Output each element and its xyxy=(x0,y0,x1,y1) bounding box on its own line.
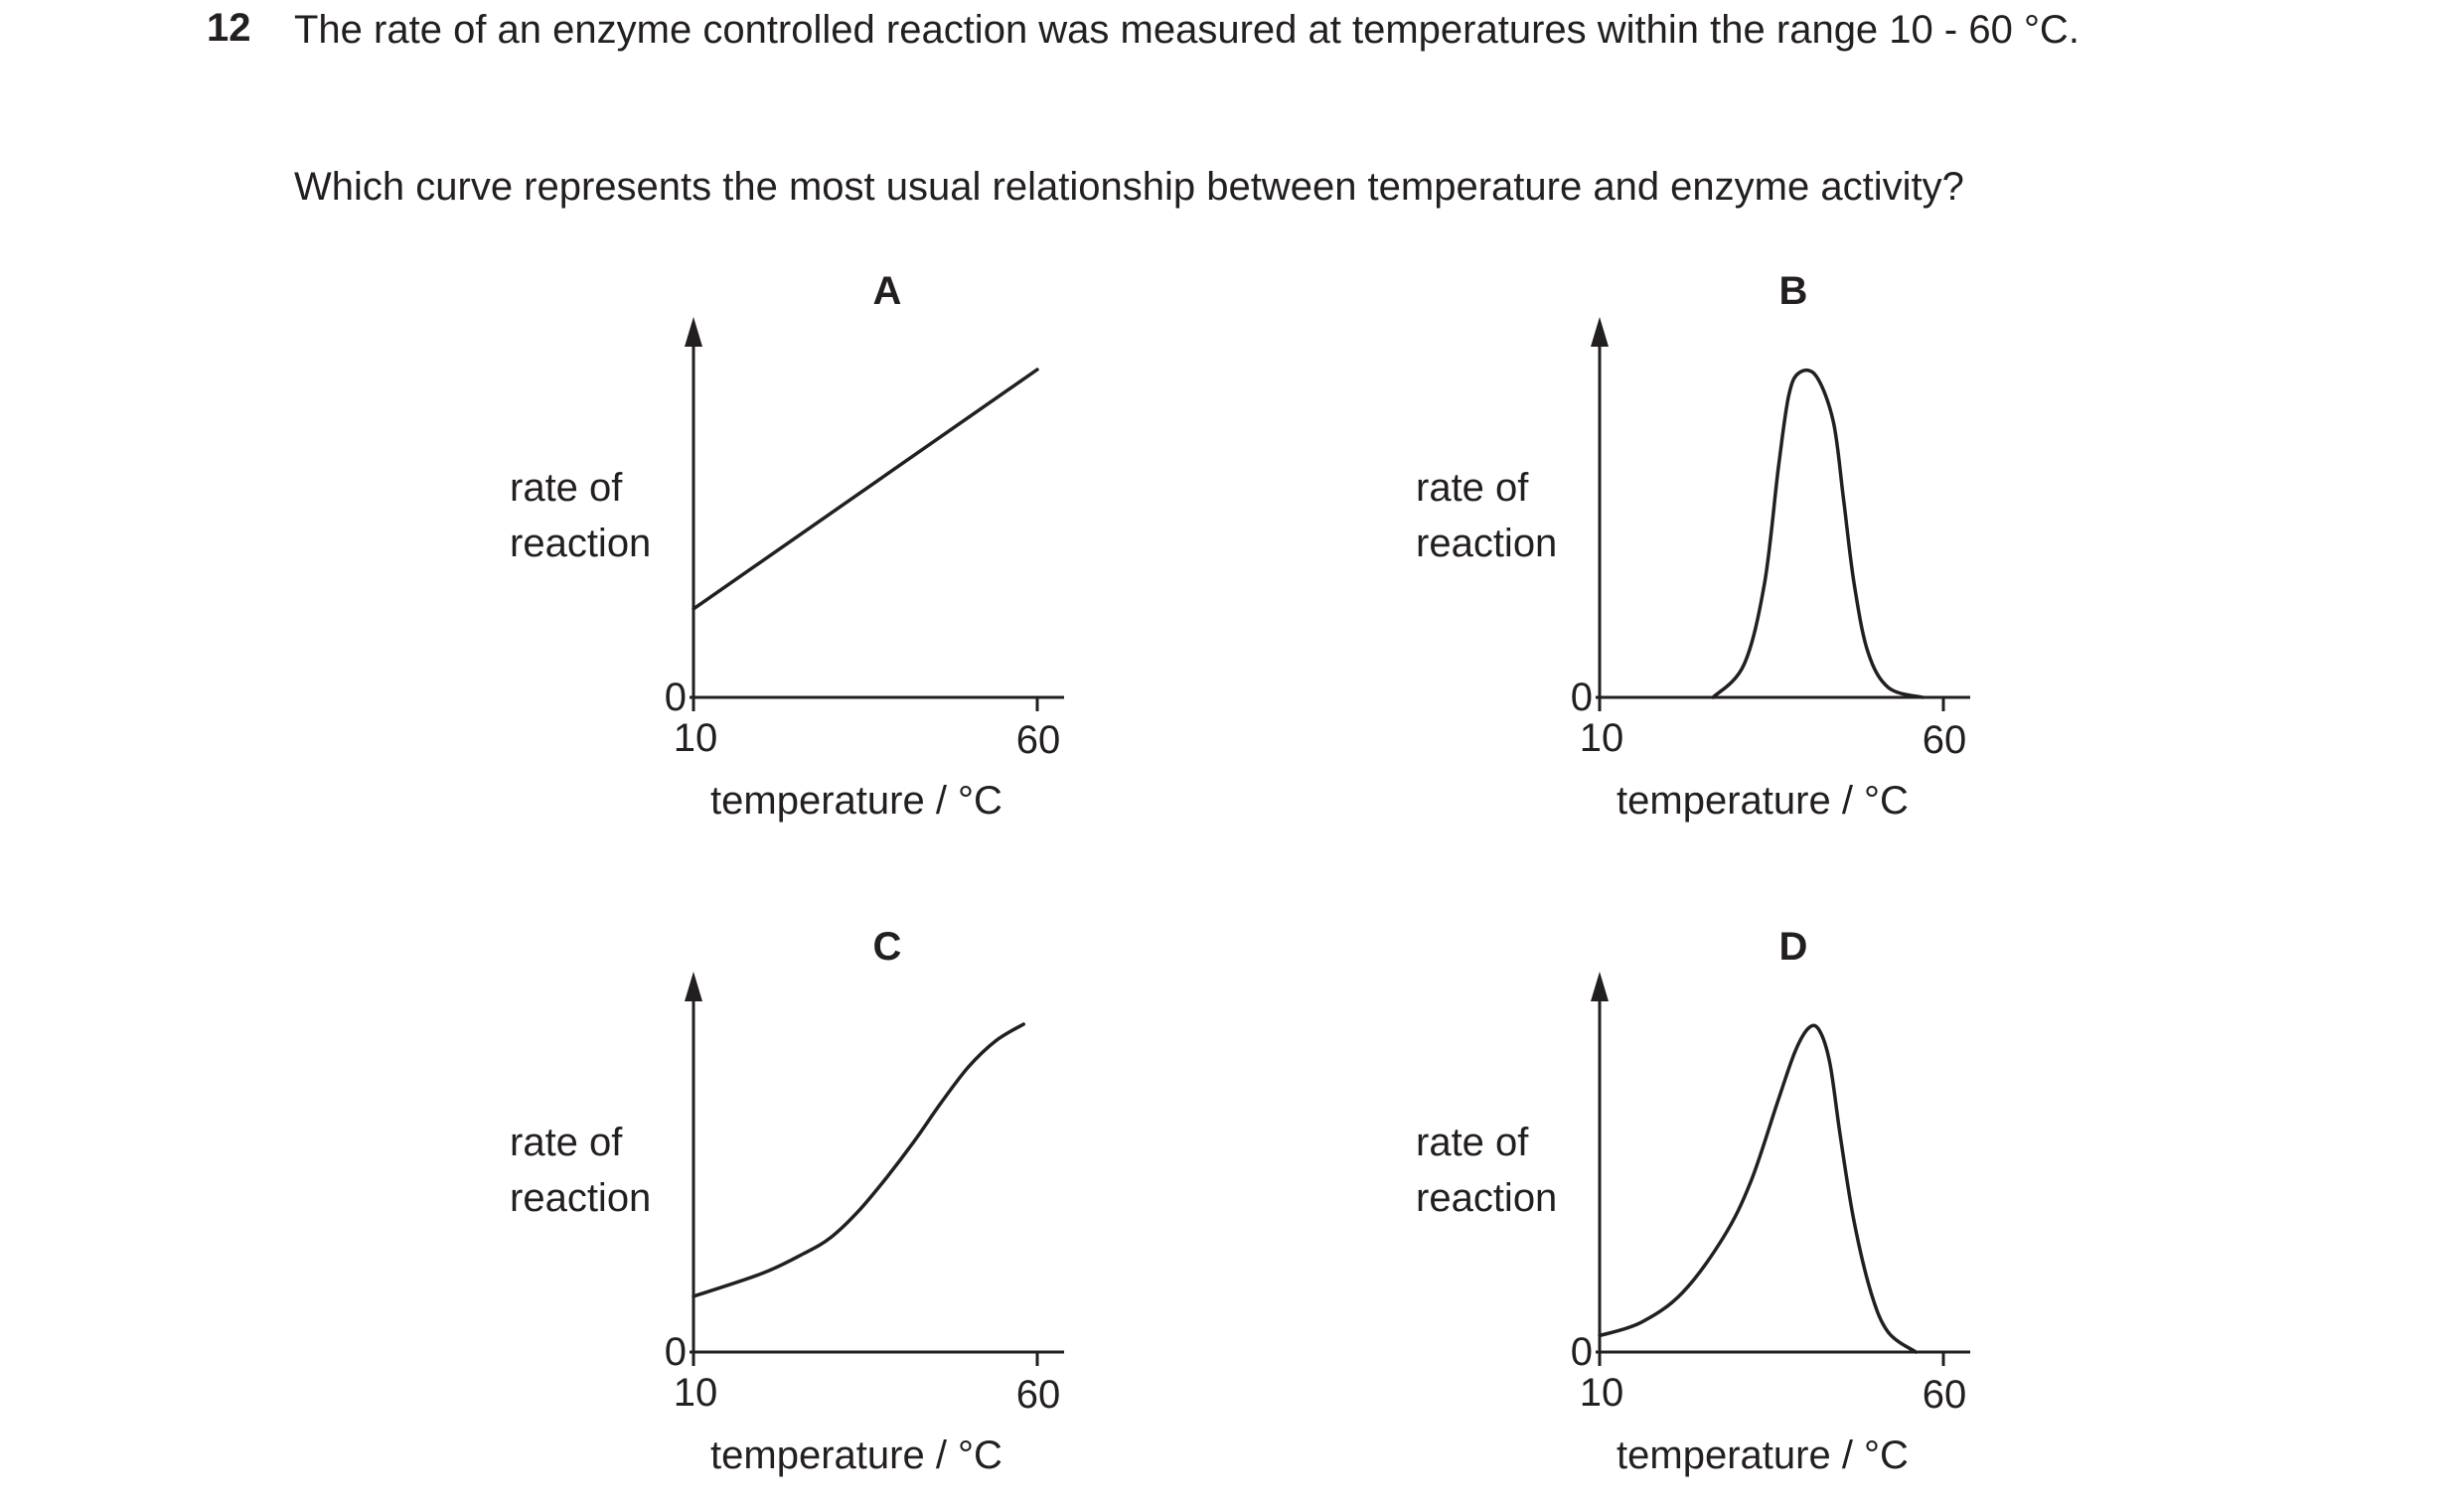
y-origin-label: 0 xyxy=(1571,676,1593,719)
y-axis-arrowhead xyxy=(1591,317,1609,347)
y-axis-arrowhead xyxy=(685,317,702,347)
rate-curve-a xyxy=(692,368,1039,611)
y-origin-label: 0 xyxy=(665,676,687,719)
option-letter-c: C xyxy=(873,925,902,969)
question-stem: The rate of an enzyme controlled reactio… xyxy=(294,8,2079,52)
y-axis-label-line2: reaction xyxy=(1416,522,1557,565)
question-prompt: Which curve represents the most usual re… xyxy=(294,165,1964,209)
x-axis-label: temperature / °C xyxy=(710,779,1002,823)
option-letter-b: B xyxy=(1779,269,1808,313)
rate-curve-b xyxy=(1711,368,1925,699)
y-axis-arrowhead xyxy=(1591,972,1609,1001)
y-axis-label-line1: rate of xyxy=(510,1121,623,1164)
y-axis-label-line2: reaction xyxy=(1416,1176,1557,1220)
x-axis-label: temperature / °C xyxy=(1617,1434,1909,1477)
y-axis-arrowhead xyxy=(685,972,702,1001)
x-tick-label-60: 60 xyxy=(1923,718,1967,762)
option-letter-d: D xyxy=(1779,925,1808,969)
option-graph-c: C 010 60 rate of reaction temperature / °C xyxy=(510,925,1064,1477)
x-tick-label-10: 10 xyxy=(1580,1371,1624,1415)
y-axis-label-line2: reaction xyxy=(510,522,651,565)
x-axis-label: temperature / °C xyxy=(710,1434,1002,1477)
y-axis-label-line1: rate of xyxy=(510,466,623,510)
x-tick-label-60: 60 xyxy=(1016,1373,1061,1417)
x-tick-label-60: 60 xyxy=(1016,718,1061,762)
rate-curve-c xyxy=(692,1022,1025,1298)
option-letter-a: A xyxy=(873,269,902,313)
rate-curve-d xyxy=(1598,1023,1919,1354)
x-tick-label-10: 10 xyxy=(674,716,718,760)
y-axis-label-line1: rate of xyxy=(1416,466,1529,510)
x-tick-label-10: 10 xyxy=(674,1371,718,1415)
x-tick-label-60: 60 xyxy=(1923,1373,1967,1417)
y-origin-label: 0 xyxy=(1571,1330,1593,1374)
option-graph-b: B 010 60 rate of reaction temperature / °C xyxy=(1416,269,1970,823)
y-axis-label-line1: rate of xyxy=(1416,1121,1529,1164)
y-origin-label: 0 xyxy=(665,1330,687,1374)
y-axis-label-line2: reaction xyxy=(510,1176,651,1220)
option-graph-a: A 010 60 rate of reaction temperature / °C xyxy=(510,269,1064,823)
x-axis-label: temperature / °C xyxy=(1617,779,1909,823)
question-number: 12 xyxy=(207,6,251,50)
option-graph-d: D 010 60 rate of reaction temperature / °C xyxy=(1416,925,1970,1477)
x-tick-label-10: 10 xyxy=(1580,716,1624,760)
